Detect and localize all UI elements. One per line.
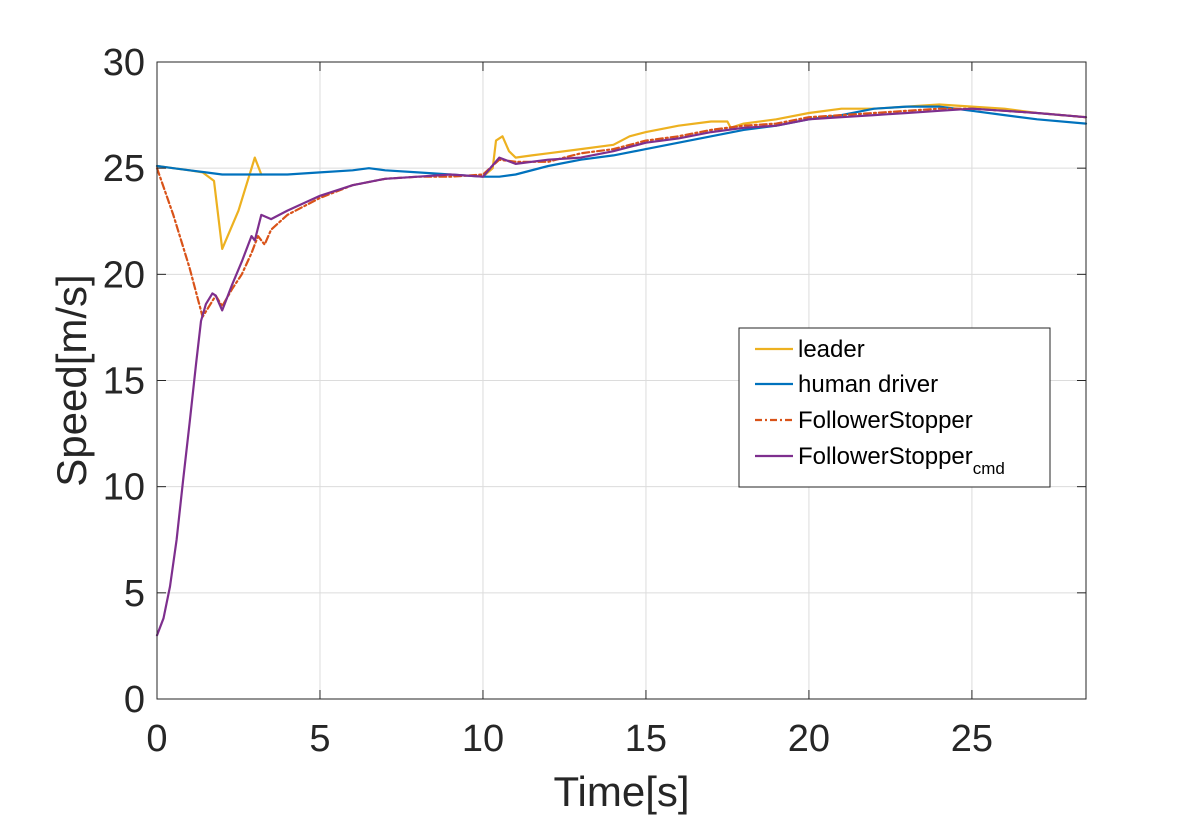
y-tick-label: 30	[103, 42, 145, 84]
x-tick-label: 25	[951, 718, 993, 760]
y-tick-label: 25	[103, 148, 145, 190]
y-tick-label: 20	[103, 254, 145, 296]
x-axis-label: Time[s]	[553, 768, 689, 815]
legend-entry-subscript: cmd	[973, 459, 1005, 478]
y-tick-label: 15	[103, 361, 145, 403]
y-tick-label: 0	[124, 679, 145, 721]
series-3	[155, 107, 1088, 637]
series-line	[155, 105, 1088, 178]
x-tick-label: 10	[462, 718, 504, 760]
x-tick-label: 0	[146, 718, 167, 760]
x-tick-label: 20	[788, 718, 830, 760]
x-tick-label: 15	[625, 718, 667, 760]
legend-box	[738, 327, 1051, 488]
series-layer	[155, 103, 1088, 637]
series-line	[481, 103, 1088, 178]
legend-entry: FollowerStopper	[798, 407, 973, 434]
y-tick-label: 10	[103, 467, 145, 509]
ticks	[156, 61, 1086, 700]
tick-labels: 0 5 10 15 20 25 0 5 10 15 20 25 30	[103, 42, 993, 760]
series-1	[155, 105, 1088, 178]
y-tick-label: 5	[124, 573, 145, 615]
legend-entry: leader	[798, 336, 865, 363]
legend-entry: human driver	[798, 371, 938, 398]
y-axis-label: Speed[m/s]	[48, 274, 95, 486]
x-tick-label: 5	[309, 718, 330, 760]
series-line	[155, 107, 1088, 637]
